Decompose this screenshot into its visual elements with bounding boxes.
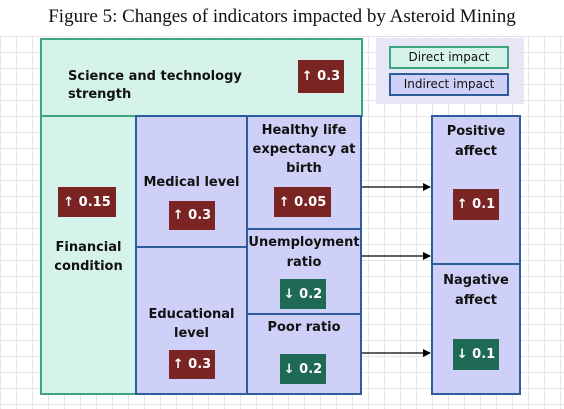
node-healthy-life-expectancy: Healthy life expectancy at birth ↑ 0.05	[246, 115, 362, 230]
educational-label-line1: Educational	[148, 307, 235, 322]
healthy-label-line3: birth	[286, 161, 322, 176]
node-medical-level: Medical level ↑ 0.3	[135, 115, 248, 248]
negative-label-line1: Nagative	[443, 273, 509, 288]
financial-value-badge: ↑ 0.15	[58, 187, 116, 217]
positive-value-badge: ↑ 0.1	[453, 189, 499, 220]
poor-label: Poor ratio	[267, 320, 341, 335]
healthy-value-badge: ↑ 0.05	[274, 187, 331, 217]
node-financial-condition: ↑ 0.15 Financial condition	[40, 115, 137, 395]
legend-direct-swatch: Direct impact	[389, 46, 509, 69]
legend-direct-label: Direct impact	[408, 50, 490, 64]
unemployment-label-line2: ratio	[286, 255, 322, 270]
unemployment-value-badge: ↓ 0.2	[280, 279, 326, 309]
node-positive-affect: Positive affect ↑ 0.1	[431, 115, 521, 265]
legend-indirect-swatch: Indirect impact	[389, 73, 509, 96]
financial-label-line2: condition	[54, 259, 123, 274]
medical-label: Medical level	[143, 175, 240, 190]
healthy-label-line2: expectancy at	[252, 142, 356, 157]
positive-label-line2: affect	[454, 144, 498, 159]
positive-label-line1: Positive	[446, 124, 506, 139]
node-educational-level: Educational level ↑ 0.3	[135, 246, 248, 395]
unemployment-label-line1: Unemployment	[248, 235, 360, 250]
financial-label-line1: Financial	[55, 240, 122, 255]
science-label: Science and technology strength	[68, 69, 242, 102]
negative-label-line2: affect	[454, 293, 498, 308]
poor-value-badge: ↓ 0.2	[280, 354, 326, 384]
medical-value-badge: ↑ 0.3	[169, 201, 215, 230]
healthy-label-line1: Healthy life	[261, 123, 347, 138]
legend-indirect-label: Indirect impact	[403, 77, 495, 91]
node-negative-affect: Nagative affect ↓ 0.1	[431, 263, 521, 395]
educational-value-badge: ↑ 0.3	[169, 350, 215, 379]
figure-title: Figure 5: Changes of indicators impacted…	[48, 6, 516, 27]
educational-label-line2: level	[173, 326, 210, 341]
node-science-technology: Science and technology strength ↑ 0.3	[40, 38, 363, 117]
node-unemployment-ratio: Unemployment ratio ↓ 0.2	[246, 228, 362, 315]
negative-value-badge: ↓ 0.1	[453, 339, 499, 370]
node-poor-ratio: Poor ratio ↓ 0.2	[246, 313, 362, 395]
science-value-badge: ↑ 0.3	[298, 60, 344, 93]
